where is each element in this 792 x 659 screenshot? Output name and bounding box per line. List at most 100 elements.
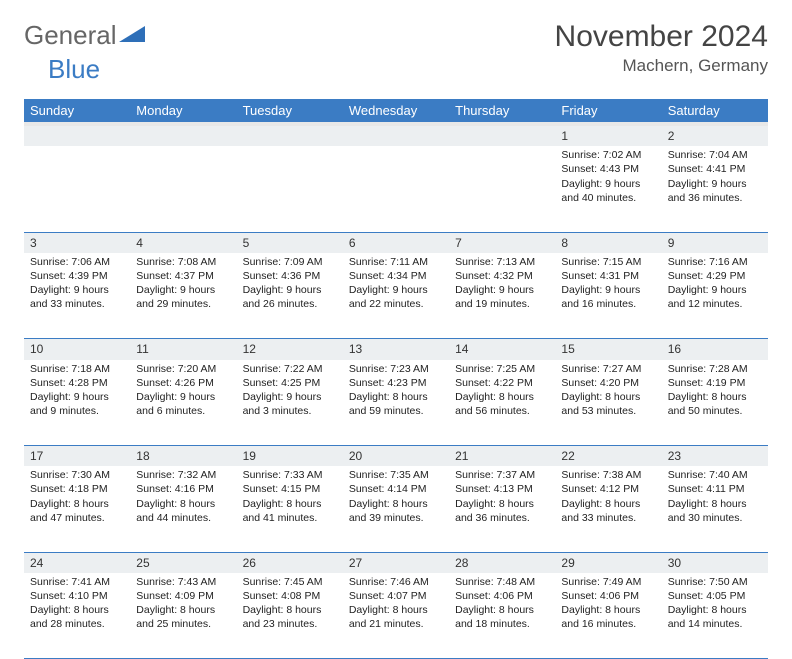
sunrise-line: Sunrise: 7:22 AM xyxy=(243,362,337,376)
sunset-line: Sunset: 4:06 PM xyxy=(561,589,655,603)
sunset-line: Sunset: 4:34 PM xyxy=(349,269,443,283)
day-number-cell: 10 xyxy=(24,339,130,360)
daylight-line-1: Daylight: 8 hours xyxy=(561,603,655,617)
logo-text-blue: Blue xyxy=(48,54,100,84)
daylight-line-1: Daylight: 8 hours xyxy=(243,497,337,511)
weekday-header: Tuesday xyxy=(237,99,343,124)
day-number-cell: 27 xyxy=(343,552,449,573)
sunset-line: Sunset: 4:39 PM xyxy=(30,269,124,283)
day-body-cell: Sunrise: 7:13 AMSunset: 4:32 PMDaylight:… xyxy=(449,253,555,339)
sunrise-line: Sunrise: 7:48 AM xyxy=(455,575,549,589)
sunrise-line: Sunrise: 7:02 AM xyxy=(561,148,655,162)
sunrise-line: Sunrise: 7:32 AM xyxy=(136,468,230,482)
sunset-line: Sunset: 4:25 PM xyxy=(243,376,337,390)
day-number-cell: 12 xyxy=(237,339,343,360)
sunset-line: Sunset: 4:31 PM xyxy=(561,269,655,283)
sunset-line: Sunset: 4:12 PM xyxy=(561,482,655,496)
sunrise-line: Sunrise: 7:30 AM xyxy=(30,468,124,482)
calendar-body: 12Sunrise: 7:02 AMSunset: 4:43 PMDayligh… xyxy=(24,124,768,659)
sunrise-line: Sunrise: 7:16 AM xyxy=(668,255,762,269)
day-number-cell xyxy=(237,124,343,146)
sunset-line: Sunset: 4:10 PM xyxy=(30,589,124,603)
sunrise-line: Sunrise: 7:28 AM xyxy=(668,362,762,376)
day-number-cell: 15 xyxy=(555,339,661,360)
sunrise-line: Sunrise: 7:13 AM xyxy=(455,255,549,269)
daylight-line-1: Daylight: 8 hours xyxy=(349,390,443,404)
sunrise-line: Sunrise: 7:08 AM xyxy=(136,255,230,269)
sunset-line: Sunset: 4:13 PM xyxy=(455,482,549,496)
day-body-cell xyxy=(343,146,449,232)
daylight-line-1: Daylight: 9 hours xyxy=(349,283,443,297)
day-number-cell xyxy=(449,124,555,146)
sunset-line: Sunset: 4:41 PM xyxy=(668,162,762,176)
day-body-cell: Sunrise: 7:33 AMSunset: 4:15 PMDaylight:… xyxy=(237,466,343,552)
day-body-cell: Sunrise: 7:40 AMSunset: 4:11 PMDaylight:… xyxy=(662,466,768,552)
daylight-line-2: and 41 minutes. xyxy=(243,511,337,525)
daylight-line-1: Daylight: 9 hours xyxy=(136,390,230,404)
day-number-cell: 21 xyxy=(449,446,555,467)
sunrise-line: Sunrise: 7:25 AM xyxy=(455,362,549,376)
sunrise-line: Sunrise: 7:27 AM xyxy=(561,362,655,376)
daylight-line-2: and 16 minutes. xyxy=(561,617,655,631)
daylight-line-1: Daylight: 8 hours xyxy=(561,497,655,511)
daylight-line-1: Daylight: 8 hours xyxy=(349,497,443,511)
day-body-cell: Sunrise: 7:28 AMSunset: 4:19 PMDaylight:… xyxy=(662,360,768,446)
daylight-line-2: and 25 minutes. xyxy=(136,617,230,631)
day-body-cell: Sunrise: 7:45 AMSunset: 4:08 PMDaylight:… xyxy=(237,573,343,659)
day-number-cell: 16 xyxy=(662,339,768,360)
day-body-cell: Sunrise: 7:04 AMSunset: 4:41 PMDaylight:… xyxy=(662,146,768,232)
logo-text-general: General xyxy=(24,20,117,51)
daylight-line-1: Daylight: 8 hours xyxy=(136,603,230,617)
daylight-line-1: Daylight: 8 hours xyxy=(349,603,443,617)
day-body-cell: Sunrise: 7:38 AMSunset: 4:12 PMDaylight:… xyxy=(555,466,661,552)
day-body-cell: Sunrise: 7:48 AMSunset: 4:06 PMDaylight:… xyxy=(449,573,555,659)
daylight-line-2: and 16 minutes. xyxy=(561,297,655,311)
daylight-line-1: Daylight: 8 hours xyxy=(455,603,549,617)
sunrise-line: Sunrise: 7:33 AM xyxy=(243,468,337,482)
daylight-line-1: Daylight: 8 hours xyxy=(455,497,549,511)
daylight-line-1: Daylight: 8 hours xyxy=(136,497,230,511)
sunrise-line: Sunrise: 7:18 AM xyxy=(30,362,124,376)
sunrise-line: Sunrise: 7:15 AM xyxy=(561,255,655,269)
month-title: November 2024 xyxy=(555,20,768,54)
sunrise-line: Sunrise: 7:40 AM xyxy=(668,468,762,482)
day-number-cell: 11 xyxy=(130,339,236,360)
weekday-header-row: SundayMondayTuesdayWednesdayThursdayFrid… xyxy=(24,99,768,124)
daylight-line-2: and 23 minutes. xyxy=(243,617,337,631)
day-body-cell xyxy=(24,146,130,232)
day-number-cell: 2 xyxy=(662,124,768,146)
sunset-line: Sunset: 4:09 PM xyxy=(136,589,230,603)
sunset-line: Sunset: 4:43 PM xyxy=(561,162,655,176)
daylight-line-2: and 33 minutes. xyxy=(561,511,655,525)
daylight-line-2: and 47 minutes. xyxy=(30,511,124,525)
daylight-line-1: Daylight: 9 hours xyxy=(668,283,762,297)
daylight-line-1: Daylight: 8 hours xyxy=(561,390,655,404)
sunset-line: Sunset: 4:15 PM xyxy=(243,482,337,496)
daylight-line-2: and 18 minutes. xyxy=(455,617,549,631)
day-body-cell: Sunrise: 7:41 AMSunset: 4:10 PMDaylight:… xyxy=(24,573,130,659)
day-body-cell xyxy=(237,146,343,232)
day-number-cell: 9 xyxy=(662,232,768,253)
daylight-line-1: Daylight: 8 hours xyxy=(668,603,762,617)
daylight-line-2: and 40 minutes. xyxy=(561,191,655,205)
daylight-line-1: Daylight: 8 hours xyxy=(243,603,337,617)
day-number-row: 10111213141516 xyxy=(24,339,768,360)
daylight-line-2: and 56 minutes. xyxy=(455,404,549,418)
title-block: November 2024 Machern, Germany xyxy=(555,20,768,76)
sunrise-line: Sunrise: 7:35 AM xyxy=(349,468,443,482)
sunrise-line: Sunrise: 7:09 AM xyxy=(243,255,337,269)
location: Machern, Germany xyxy=(555,56,768,76)
sunset-line: Sunset: 4:37 PM xyxy=(136,269,230,283)
day-body-cell: Sunrise: 7:27 AMSunset: 4:20 PMDaylight:… xyxy=(555,360,661,446)
day-body-cell: Sunrise: 7:11 AMSunset: 4:34 PMDaylight:… xyxy=(343,253,449,339)
daylight-line-2: and 33 minutes. xyxy=(30,297,124,311)
daylight-line-2: and 19 minutes. xyxy=(455,297,549,311)
sunset-line: Sunset: 4:19 PM xyxy=(668,376,762,390)
daylight-line-2: and 22 minutes. xyxy=(349,297,443,311)
day-number-cell: 18 xyxy=(130,446,236,467)
day-body-cell: Sunrise: 7:15 AMSunset: 4:31 PMDaylight:… xyxy=(555,253,661,339)
day-body-row: Sunrise: 7:02 AMSunset: 4:43 PMDaylight:… xyxy=(24,146,768,232)
sunrise-line: Sunrise: 7:50 AM xyxy=(668,575,762,589)
daylight-line-1: Daylight: 9 hours xyxy=(243,390,337,404)
day-body-cell: Sunrise: 7:46 AMSunset: 4:07 PMDaylight:… xyxy=(343,573,449,659)
